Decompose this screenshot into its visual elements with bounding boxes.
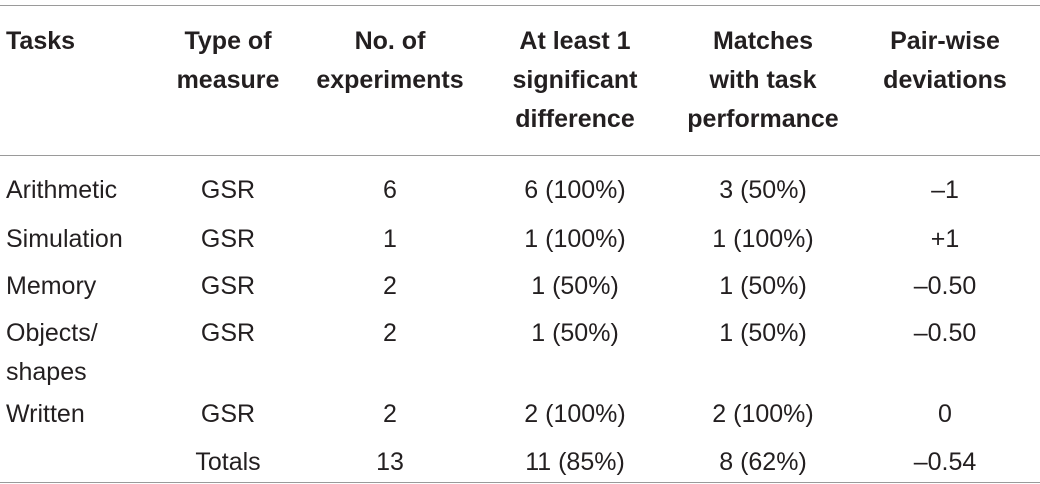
table-cell: 11 (85%)	[525, 447, 625, 476]
table-cell: GSR	[200, 271, 256, 300]
table-cell: 1 (50%)	[531, 318, 619, 347]
table-cell: Totals	[195, 447, 261, 476]
table-cell: Simulation	[6, 224, 123, 253]
table-cell: 2	[383, 318, 397, 347]
table-cell: Objects/ shapes	[6, 318, 98, 386]
table-cell: 6	[383, 175, 397, 204]
table-cell: 2	[383, 399, 397, 428]
table-cell: +1	[930, 224, 960, 253]
header-cell: No. of experiments	[316, 27, 464, 94]
table-cell: GSR	[200, 318, 256, 347]
table-cell: 1 (100%)	[524, 224, 626, 253]
table-cell: 2 (100%)	[524, 399, 626, 428]
table-cell: 1 (50%)	[719, 318, 807, 347]
table-cell: 0	[938, 399, 952, 428]
table-cell: 6 (100%)	[524, 175, 626, 204]
table-cell: –0.50	[913, 271, 977, 300]
table-cell: Written	[6, 399, 85, 428]
header-rule	[0, 155, 1040, 156]
bottom-rule	[0, 482, 1040, 483]
table-cell: 1	[383, 224, 397, 253]
header-cell: Matches with task performance	[687, 27, 839, 133]
table-cell: GSR	[200, 175, 256, 204]
table-cell: –0.54	[913, 447, 977, 476]
table-cell: 1 (100%)	[712, 224, 814, 253]
header-cell: Pair-wise deviations	[883, 27, 1007, 94]
table-cell: –1	[931, 175, 959, 204]
table-cell: 1 (50%)	[531, 271, 619, 300]
table-cell: 3 (50%)	[719, 175, 807, 204]
table-cell: –0.50	[913, 318, 977, 347]
top-rule	[0, 5, 1040, 6]
table-cell: Memory	[6, 271, 97, 300]
header-cell: At least 1 significant difference	[512, 27, 638, 133]
table-cell: 2	[383, 271, 397, 300]
table-cell: 8 (62%)	[719, 447, 807, 476]
table-cell: GSR	[200, 224, 256, 253]
table-cell: Arithmetic	[6, 175, 118, 204]
header-cell: Type of measure	[176, 27, 280, 94]
table-cell: 13	[376, 447, 404, 476]
header-cell: Tasks	[6, 27, 76, 55]
table-cell: GSR	[200, 399, 256, 428]
table-cell: 1 (50%)	[719, 271, 807, 300]
table-cell: 2 (100%)	[712, 399, 814, 428]
